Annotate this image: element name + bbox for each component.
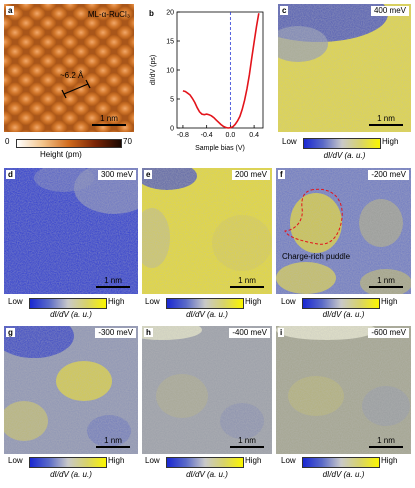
colorbar-low: Low [8, 456, 23, 465]
panel-letter: b [149, 9, 154, 18]
lattice-distance-line [63, 83, 89, 95]
colorbar-label: dI/dV (a. u.) [50, 310, 92, 319]
x-tick-label: 0.0 [226, 132, 236, 139]
colorbar-label: dI/dV (a. u.) [186, 310, 228, 319]
energy-label: 400 meV [370, 6, 409, 16]
didv-colorbar [302, 457, 380, 468]
panel-h-map: h -400 meV 1 nm [142, 326, 272, 454]
colorbar-label: dI/dV (a. u.) [322, 310, 365, 319]
colorbar-label: dI/dV (a. u.) [186, 470, 228, 479]
panel-letter: h [144, 328, 153, 337]
didv-map [276, 326, 411, 454]
x-tick-label: -0.8 [177, 132, 189, 139]
didv-colorbar [29, 457, 107, 468]
spectrum-curve [182, 13, 260, 129]
colorbar-low: Low [282, 137, 297, 146]
panel-letter: c [280, 6, 289, 15]
didv-map [4, 326, 138, 454]
y-tick-label: 15 [166, 39, 174, 46]
height-colorbar [16, 139, 122, 148]
height-min-label: 0 [5, 137, 10, 146]
panel-i-map: i -600 meV 1 nm [276, 326, 411, 454]
energy-label: 200 meV [231, 170, 270, 180]
y-axis-label: dI/dV (ps) [150, 55, 157, 85]
didv-colorbar [166, 298, 244, 309]
x-axis-label: Sample bias (V) [195, 145, 245, 152]
scale-bar: 1 nm [369, 276, 403, 288]
colorbar-high: High [382, 137, 399, 146]
energy-label: -300 meV [95, 328, 136, 338]
y-tick-label: 5 [170, 97, 174, 104]
panel-c-map: c 400 meV 1 nm [278, 4, 411, 132]
colorbar-high: High [245, 297, 262, 306]
height-max-label: 70 [123, 137, 132, 146]
didv-map [278, 4, 411, 132]
panel-letter: f [278, 170, 285, 179]
scale-bar: 1 nm [230, 436, 264, 448]
didv-map [142, 168, 272, 294]
didv-colorbar [303, 138, 381, 149]
energy-label: 300 meV [97, 170, 136, 180]
colorbar-low: Low [145, 297, 160, 306]
colorbar-high: High [108, 297, 125, 306]
x-tick-label: 0.4 [249, 132, 259, 139]
scale-bar: 1 nm [96, 276, 130, 288]
energy-label: -200 meV [368, 170, 409, 180]
panel-letter: d [6, 170, 15, 179]
panel-e-map: e 200 meV 1 nm [142, 168, 272, 294]
colorbar-high: High [381, 297, 398, 306]
colorbar-low: Low [145, 456, 160, 465]
colorbar-label: dI/dV (a. u.) [323, 151, 366, 160]
panel-d-map: d 300 meV 1 nm [4, 168, 138, 294]
panel-g-map: g -300 meV 1 nm [4, 326, 138, 454]
y-tick-label: 20 [166, 10, 174, 17]
colorbar-high: High [245, 456, 262, 465]
colorbar-low: Low [281, 456, 296, 465]
didv-colorbar [302, 298, 380, 309]
scale-bar: 1 nm [369, 114, 403, 126]
y-tick-label: 0 [170, 126, 174, 133]
colorbar-low: Low [281, 297, 296, 306]
colorbar-label: dI/dV (a. u.) [50, 470, 92, 479]
panel-f-map: f -200 meV Charge-rich puddle 1 nm [276, 168, 411, 294]
panel-a-topography: a ML-α-RuCl₃ ~6.2 Å 1 nm [4, 4, 134, 132]
colorbar-label: dI/dV (a. u.) [322, 470, 365, 479]
scale-bar: 1 nm [369, 436, 403, 448]
y-tick-label: 10 [166, 68, 174, 75]
energy-label: -400 meV [229, 328, 270, 338]
topography-image [4, 4, 134, 132]
scale-bar: 1 nm [230, 276, 264, 288]
puddle-annotation: Charge-rich puddle [282, 252, 351, 261]
scale-bar: 1 nm [92, 114, 126, 126]
didv-map [276, 168, 411, 294]
energy-label: -600 meV [368, 328, 409, 338]
didv-colorbar [166, 457, 244, 468]
panel-b-spectrum: -0.8 -0.4 0.0 0.4 0 5 10 15 20 Sample bias (V) … [139, 4, 271, 164]
panel-letter: g [6, 328, 15, 337]
panel-letter: a [6, 6, 15, 15]
x-tick-label: -0.4 [201, 132, 213, 139]
didv-map [142, 326, 272, 454]
height-axis-label: Height (pm) [40, 150, 82, 159]
didv-colorbar [29, 298, 107, 309]
panel-letter: i [278, 328, 285, 337]
colorbar-low: Low [8, 297, 23, 306]
didv-map [4, 168, 138, 294]
colorbar-high: High [108, 456, 125, 465]
distance-label: ~6.2 Å [60, 71, 84, 80]
panel-letter: e [144, 170, 153, 179]
colorbar-high: High [381, 456, 398, 465]
sample-title: ML-α-RuCl₃ [87, 10, 130, 19]
scale-bar: 1 nm [96, 436, 130, 448]
puddle-outline [284, 188, 343, 245]
